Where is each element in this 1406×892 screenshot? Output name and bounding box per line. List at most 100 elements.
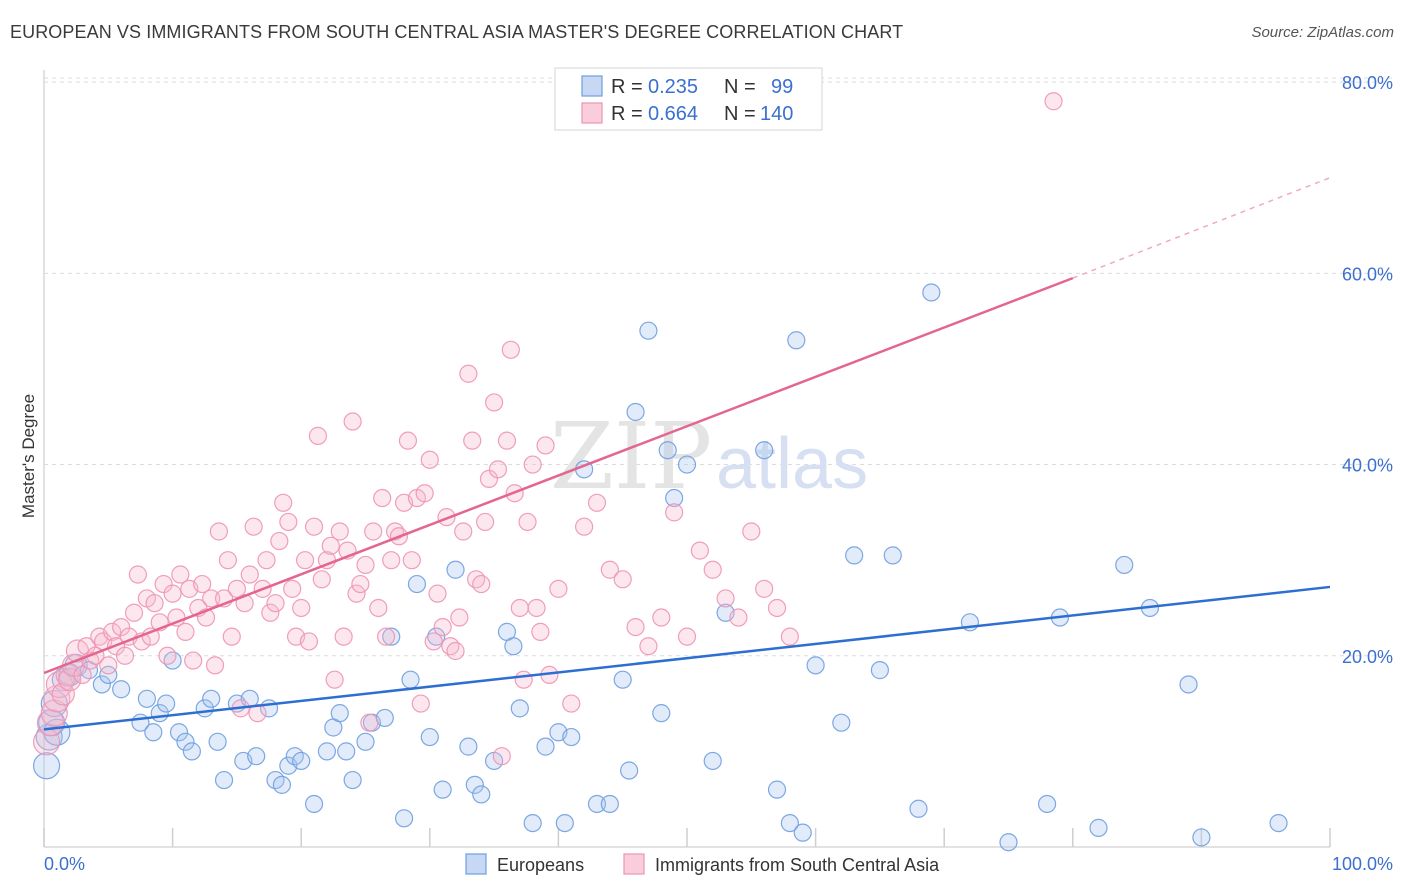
data-point <box>767 780 787 799</box>
data-point <box>806 656 825 675</box>
data-point <box>433 617 452 637</box>
data-point <box>279 512 298 532</box>
data-point <box>398 431 418 450</box>
data-point <box>613 570 632 589</box>
data-point <box>208 732 227 751</box>
data-point <box>347 584 366 603</box>
chart-title: EUROPEAN VS IMMIGRANTS FROM SOUTH CENTRA… <box>10 22 904 42</box>
data-point <box>415 484 434 503</box>
data-point <box>1089 818 1108 837</box>
data-point <box>446 560 465 579</box>
data-point <box>382 627 401 646</box>
data-point <box>103 622 122 641</box>
data-point <box>518 512 537 532</box>
data-point <box>420 727 439 747</box>
data-point <box>99 656 118 675</box>
data-point <box>620 761 639 780</box>
data-point <box>325 670 344 689</box>
data-point <box>356 555 375 575</box>
data-point <box>227 579 246 598</box>
regression-lines <box>43 177 1331 731</box>
data-point <box>1179 675 1198 694</box>
legend-n-value-2: 140 <box>760 103 793 125</box>
data-point <box>218 551 237 570</box>
legend-r-label-1: R = <box>611 76 643 98</box>
data-point <box>169 723 189 742</box>
data-point <box>257 551 276 570</box>
data-point <box>51 682 75 706</box>
data-point <box>492 747 511 766</box>
data-point <box>299 632 319 651</box>
data-point <box>193 574 212 594</box>
watermark-atlas: atlas <box>716 424 868 504</box>
data-point <box>92 675 111 694</box>
data-point <box>58 668 82 692</box>
data-point <box>845 546 864 565</box>
data-point <box>163 584 182 603</box>
data-point <box>394 809 414 828</box>
regression-line-europeans <box>43 585 1331 731</box>
data-point <box>364 522 383 541</box>
data-point <box>247 747 266 766</box>
data-point <box>488 460 508 479</box>
data-point <box>459 737 478 756</box>
data-point <box>510 699 529 718</box>
data-point <box>922 283 941 302</box>
data-point <box>128 565 147 584</box>
data-point <box>272 775 292 794</box>
data-point <box>356 732 375 751</box>
legend-bottom-swatch-europeans <box>465 853 487 875</box>
y-tick-label: 20.0% <box>1342 647 1393 667</box>
data-point <box>793 823 812 842</box>
data-point <box>485 393 504 412</box>
data-point <box>317 742 337 761</box>
data-point <box>501 340 520 359</box>
data-point <box>475 512 495 532</box>
data-point <box>767 598 787 618</box>
data-point <box>376 627 396 646</box>
data-point <box>304 517 324 536</box>
data-point <box>137 689 156 708</box>
data-point <box>1044 92 1063 111</box>
regression-line-immigrants <box>43 276 1074 675</box>
data-point <box>639 637 658 656</box>
source-label: Source: ZipAtlas.com <box>1251 24 1394 41</box>
data-point <box>115 646 135 665</box>
data-point <box>780 813 799 833</box>
data-point <box>171 565 190 584</box>
data-point <box>549 579 568 598</box>
data-point <box>222 627 241 646</box>
data-point <box>755 579 774 598</box>
data-point <box>562 694 581 713</box>
legend-swatch-pink <box>581 102 603 124</box>
data-point <box>184 651 203 670</box>
data-point <box>665 488 684 508</box>
data-point <box>562 727 581 747</box>
data-point <box>351 574 370 594</box>
data-point <box>472 574 491 594</box>
data-point <box>870 661 890 680</box>
data-point <box>883 546 902 565</box>
data-point <box>321 536 340 555</box>
legend-r-label-2: R = <box>611 103 643 125</box>
data-point <box>330 522 349 541</box>
legend-n-label-2: N = <box>724 103 756 125</box>
y-tick-label: 60.0% <box>1342 264 1393 284</box>
legend-n-value-1: 99 <box>771 76 793 98</box>
data-point <box>343 770 362 790</box>
data-point <box>157 694 176 713</box>
data-point <box>420 450 439 469</box>
data-point <box>652 608 671 627</box>
series-europeans <box>32 283 1288 852</box>
data-point <box>32 752 61 780</box>
data-point <box>626 617 645 637</box>
data-point <box>261 603 280 622</box>
data-point <box>360 713 379 732</box>
data-point <box>334 627 353 646</box>
legend-stats: R = 0.235 N = 99 R = 0.664 N = 140 <box>554 67 823 131</box>
data-point <box>531 622 550 641</box>
data-point <box>369 598 388 618</box>
y-tick-label: 40.0% <box>1342 456 1393 476</box>
data-point <box>999 833 1018 852</box>
data-point <box>536 436 555 455</box>
